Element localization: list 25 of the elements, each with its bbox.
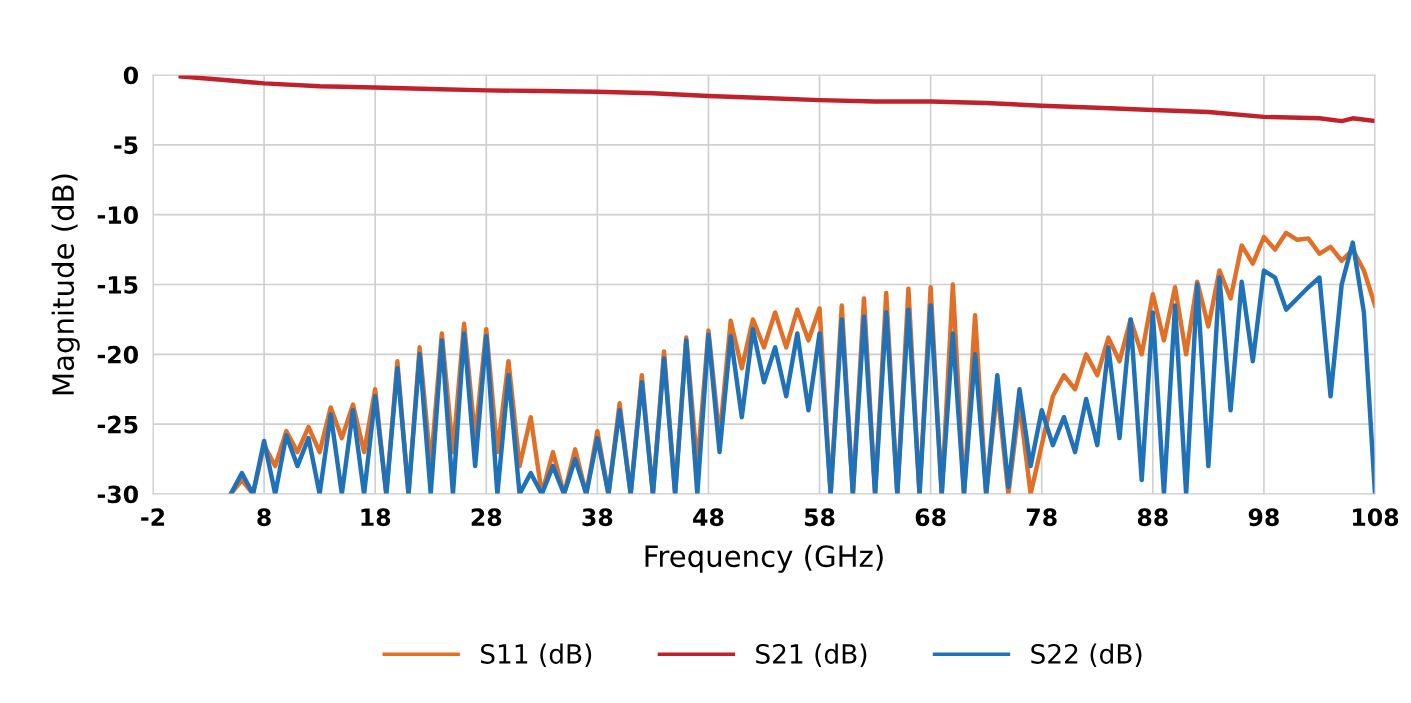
x-tick-label: 18 [361, 508, 391, 527]
legend-label: S21 (dB) [756, 643, 867, 667]
x-tick-label: 78 [1026, 508, 1057, 527]
legend-label: S11 (dB) [481, 643, 592, 667]
x-tick-label: -2 [141, 508, 165, 526]
y-axis-title: Magnitude (dB) [51, 174, 80, 395]
y-tick-label: -10 [97, 206, 138, 224]
x-tick-label: 68 [915, 508, 946, 527]
x-tick-label: 58 [804, 508, 835, 527]
y-tick-label: -20 [97, 345, 138, 364]
y-tick-label: -15 [97, 276, 138, 294]
y-tick-label: -5 [114, 136, 138, 155]
x-tick-label: 28 [471, 508, 502, 527]
y-tick-label: 0 [123, 66, 138, 85]
y-tick-label: -30 [97, 485, 138, 504]
x-axis-title: Frequency (GHz) [645, 544, 883, 573]
y-tick-label: -25 [97, 415, 138, 434]
x-tick-label: 88 [1137, 508, 1168, 527]
x-tick-label: 48 [693, 508, 724, 527]
x-tick-label: 38 [582, 508, 613, 527]
line-series [178, 75, 1375, 124]
legend-label: S22 (dB) [1031, 643, 1142, 667]
x-tick-label: 108 [1353, 508, 1399, 527]
x-tick-label: 8 [257, 508, 271, 527]
x-tick-label: 98 [1248, 508, 1279, 527]
